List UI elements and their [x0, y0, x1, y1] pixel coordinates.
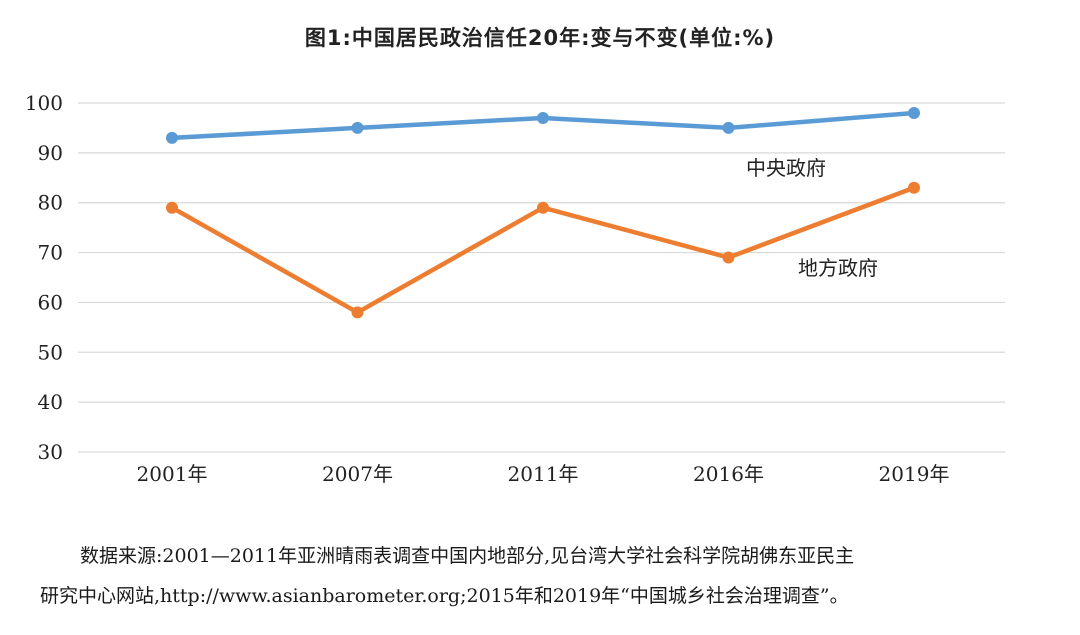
y-tick-label: 40 [38, 390, 63, 414]
data-point [351, 121, 364, 134]
y-tick-label: 100 [25, 91, 63, 115]
x-tick-label: 2016年 [693, 462, 764, 486]
chart-title: 图1:中国居民政治信任20年:变与不变(单位:%) [304, 26, 776, 50]
data-point [908, 181, 920, 194]
data-point [908, 106, 920, 119]
y-tick-label: 90 [38, 141, 63, 165]
source-caption-line-1: 数据来源:2001—2011年亚洲晴雨表调查中国内地部分,见台湾大学社会科学院胡… [80, 545, 855, 567]
data-point [537, 111, 549, 124]
data-point [722, 121, 735, 134]
source-caption-line-2: 研究中心网站,http://www.asianbarometer.org;201… [40, 585, 849, 607]
y-tick-label: 80 [38, 191, 63, 215]
x-axis-ticks: 2001年 2007年 2011年 2016年 2019年 [137, 462, 950, 486]
series-lines [166, 106, 920, 319]
series-label-1: 地方政府 [798, 256, 878, 280]
y-axis-ticks: 30 40 50 60 70 80 90 100 [25, 91, 63, 464]
x-tick-label: 2011年 [508, 462, 579, 486]
data-point [166, 131, 178, 144]
data-point [722, 251, 735, 264]
data-point [351, 306, 364, 319]
x-tick-label: 2019年 [879, 462, 950, 486]
y-tick-label: 50 [38, 340, 63, 364]
data-point [537, 201, 549, 214]
y-tick-label: 60 [38, 290, 63, 314]
series-label-0: 中央政府 [746, 156, 826, 180]
x-tick-label: 2001年 [137, 462, 208, 486]
x-tick-label: 2007年 [322, 462, 393, 486]
y-tick-label: 30 [38, 440, 63, 464]
data-point [166, 201, 178, 214]
y-tick-label: 70 [38, 241, 63, 265]
